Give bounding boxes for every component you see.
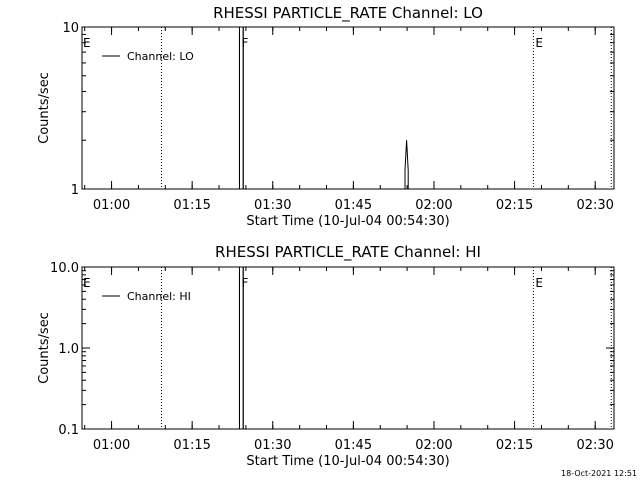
corner-marker-label: E — [83, 276, 91, 290]
legend-label: Channel: HI — [127, 290, 191, 303]
corner-marker-label: E — [83, 36, 91, 50]
x-tick-label: 01:00 — [93, 438, 130, 453]
x-tick-label: 02:00 — [415, 438, 452, 453]
y-tick-label: 0.1 — [58, 423, 79, 438]
y-axis-label: Counts/sec — [37, 312, 52, 384]
chart-panel-2: RHESSI PARTICLE_RATE Channel: HI 10.0 1.0 0… — [37, 243, 615, 469]
x-tick-label: 02:00 — [415, 198, 452, 213]
y-axis-label: Counts/sec — [37, 72, 52, 144]
time-marker-label: E — [535, 276, 543, 290]
x-tick-label: 01:30 — [254, 438, 291, 453]
x-tick-label: 02:30 — [576, 438, 613, 453]
chart-title: RHESSI PARTICLE_RATE Channel: HI — [215, 243, 481, 262]
x-axis-label: Start Time (10-Jul-04 00:54:30) — [246, 454, 449, 469]
x-tick-label: 01:00 — [93, 198, 130, 213]
legend-label: Channel: LO — [127, 50, 194, 63]
y-tick-label: 1 — [71, 183, 79, 198]
y-tick-label: 1.0 — [58, 342, 79, 357]
y-tick-label: 10 — [62, 21, 79, 36]
x-tick-label: 01:15 — [173, 438, 210, 453]
timestamp: 18-Oct-2021 12:51 — [561, 469, 637, 478]
y-tick-label: 10.0 — [50, 261, 79, 276]
x-tick-label: 01:45 — [335, 198, 372, 213]
time-marker-label: E — [535, 36, 543, 50]
x-tick-label: 02:15 — [496, 438, 533, 453]
x-tick-label: 01:30 — [254, 198, 291, 213]
chart-title: RHESSI PARTICLE_RATE Channel: LO — [213, 4, 483, 23]
x-tick-label: 02:30 — [576, 198, 613, 213]
time-marker-label: F — [241, 276, 248, 290]
x-axis-label: Start Time (10-Jul-04 00:54:30) — [246, 214, 449, 229]
x-tick-label: 01:45 — [335, 438, 372, 453]
data-series-line — [82, 266, 614, 430]
data-series-line — [82, 26, 614, 190]
x-tick-label: 02:15 — [496, 198, 533, 213]
time-marker-label: F — [241, 36, 248, 50]
x-tick-label: 01:15 — [173, 198, 210, 213]
chart-panel-1: RHESSI PARTICLE_RATE Channel: LO 10 1 01:00… — [37, 4, 615, 229]
